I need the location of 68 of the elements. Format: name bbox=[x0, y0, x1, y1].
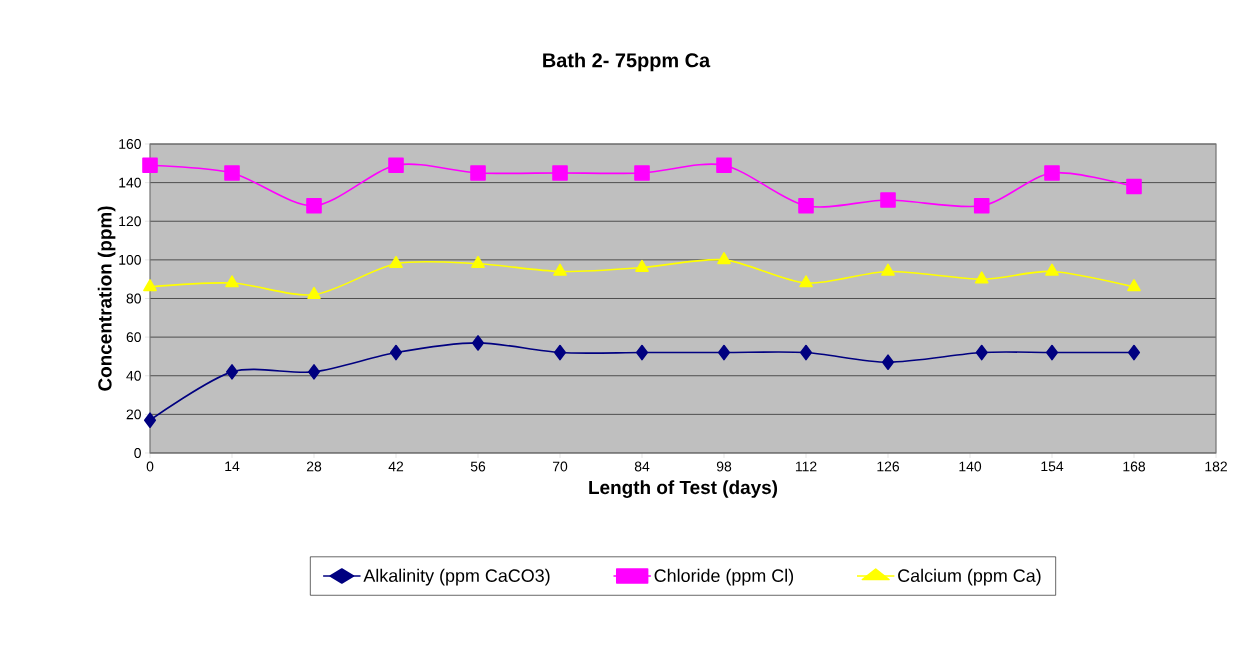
y-tick-label: 160 bbox=[119, 139, 141, 149]
point bbox=[881, 263, 895, 276]
point bbox=[634, 165, 650, 181]
x-tick-label: 98 bbox=[716, 461, 732, 472]
chart-title: Bath 2- 75ppm Ca bbox=[543, 52, 711, 72]
point bbox=[143, 279, 157, 292]
x-tick-label: 28 bbox=[306, 461, 322, 472]
y-tick-label: 100 bbox=[119, 254, 141, 265]
point bbox=[307, 286, 321, 299]
x-tick-label: 182 bbox=[1205, 461, 1227, 472]
point bbox=[799, 275, 813, 288]
point bbox=[307, 364, 321, 380]
point bbox=[717, 252, 731, 265]
point bbox=[471, 335, 485, 351]
point bbox=[553, 344, 567, 361]
point bbox=[635, 259, 649, 272]
point bbox=[635, 344, 649, 361]
point bbox=[143, 412, 157, 428]
y-tick-label: 120 bbox=[119, 216, 141, 227]
point bbox=[975, 344, 988, 361]
x-tick-label: 126 bbox=[877, 461, 900, 472]
point bbox=[1127, 279, 1141, 292]
point bbox=[225, 275, 239, 288]
point bbox=[1045, 263, 1059, 276]
legend-label: Alkalinity (ppm CaCO3) bbox=[363, 568, 550, 586]
x-tick-label: 0 bbox=[146, 461, 154, 472]
x-tick-label: 112 bbox=[795, 461, 817, 472]
point bbox=[798, 197, 814, 214]
x-tick-label: 56 bbox=[470, 461, 486, 472]
point bbox=[224, 165, 240, 181]
legend-label: Chloride (ppm Cl) bbox=[654, 568, 794, 586]
point bbox=[716, 157, 732, 174]
point bbox=[306, 197, 322, 214]
y-tick-label: 0 bbox=[134, 448, 141, 458]
point bbox=[1127, 344, 1141, 361]
point bbox=[799, 344, 813, 361]
point bbox=[470, 165, 486, 181]
point bbox=[974, 271, 989, 284]
x-tick-label: 84 bbox=[634, 461, 650, 472]
point bbox=[471, 255, 485, 269]
legend-label: Calcium (ppm Ca) bbox=[898, 568, 1041, 586]
x-tick-label: 140 bbox=[959, 461, 982, 472]
y-tick-label: 140 bbox=[119, 177, 141, 188]
y-tick-label: 40 bbox=[126, 370, 141, 381]
point bbox=[553, 263, 567, 276]
point bbox=[389, 255, 403, 269]
y-axis-title: Concentration (ppm) bbox=[97, 206, 116, 391]
x-tick-label: 70 bbox=[552, 461, 568, 472]
x-tick-label: 14 bbox=[225, 461, 240, 472]
point bbox=[552, 165, 568, 181]
point bbox=[880, 192, 896, 208]
point bbox=[1126, 178, 1142, 195]
x-tick-label: 168 bbox=[1123, 461, 1146, 472]
point bbox=[973, 197, 990, 214]
x-tick-label: 42 bbox=[388, 461, 404, 472]
point bbox=[1045, 344, 1059, 361]
point bbox=[225, 364, 239, 380]
x-axis-title: Length of Test (days) bbox=[589, 480, 778, 498]
y-tick-label: 80 bbox=[126, 293, 141, 304]
point bbox=[142, 157, 158, 174]
x-tick-label: 154 bbox=[1041, 461, 1064, 472]
y-tick-label: 60 bbox=[126, 332, 141, 343]
point bbox=[717, 344, 731, 361]
point bbox=[1044, 165, 1060, 181]
point bbox=[388, 157, 404, 174]
point bbox=[389, 344, 403, 361]
y-tick-label: 20 bbox=[126, 409, 141, 420]
point bbox=[881, 354, 895, 371]
